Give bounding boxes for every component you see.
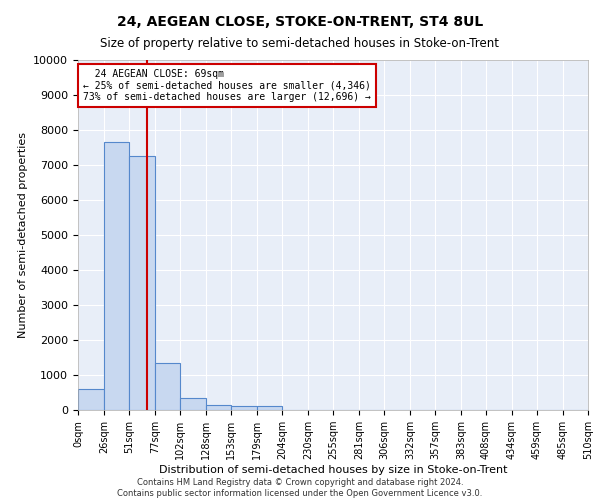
Text: Contains HM Land Registry data © Crown copyright and database right 2024.
Contai: Contains HM Land Registry data © Crown c… <box>118 478 482 498</box>
Bar <box>129 156 155 410</box>
Bar <box>155 363 180 410</box>
Bar <box>78 389 104 410</box>
Bar <box>180 398 206 410</box>
Text: Size of property relative to semi-detached houses in Stoke-on-Trent: Size of property relative to semi-detach… <box>101 38 499 51</box>
Bar <box>104 142 129 410</box>
Y-axis label: Number of semi-detached properties: Number of semi-detached properties <box>18 132 28 338</box>
Bar <box>206 404 231 410</box>
Text: 24, AEGEAN CLOSE, STOKE-ON-TRENT, ST4 8UL: 24, AEGEAN CLOSE, STOKE-ON-TRENT, ST4 8U… <box>117 15 483 29</box>
Text: 24 AEGEAN CLOSE: 69sqm
← 25% of semi-detached houses are smaller (4,346)
73% of : 24 AEGEAN CLOSE: 69sqm ← 25% of semi-det… <box>83 69 371 102</box>
Bar <box>231 406 257 410</box>
Bar <box>257 406 282 410</box>
X-axis label: Distribution of semi-detached houses by size in Stoke-on-Trent: Distribution of semi-detached houses by … <box>159 465 507 475</box>
